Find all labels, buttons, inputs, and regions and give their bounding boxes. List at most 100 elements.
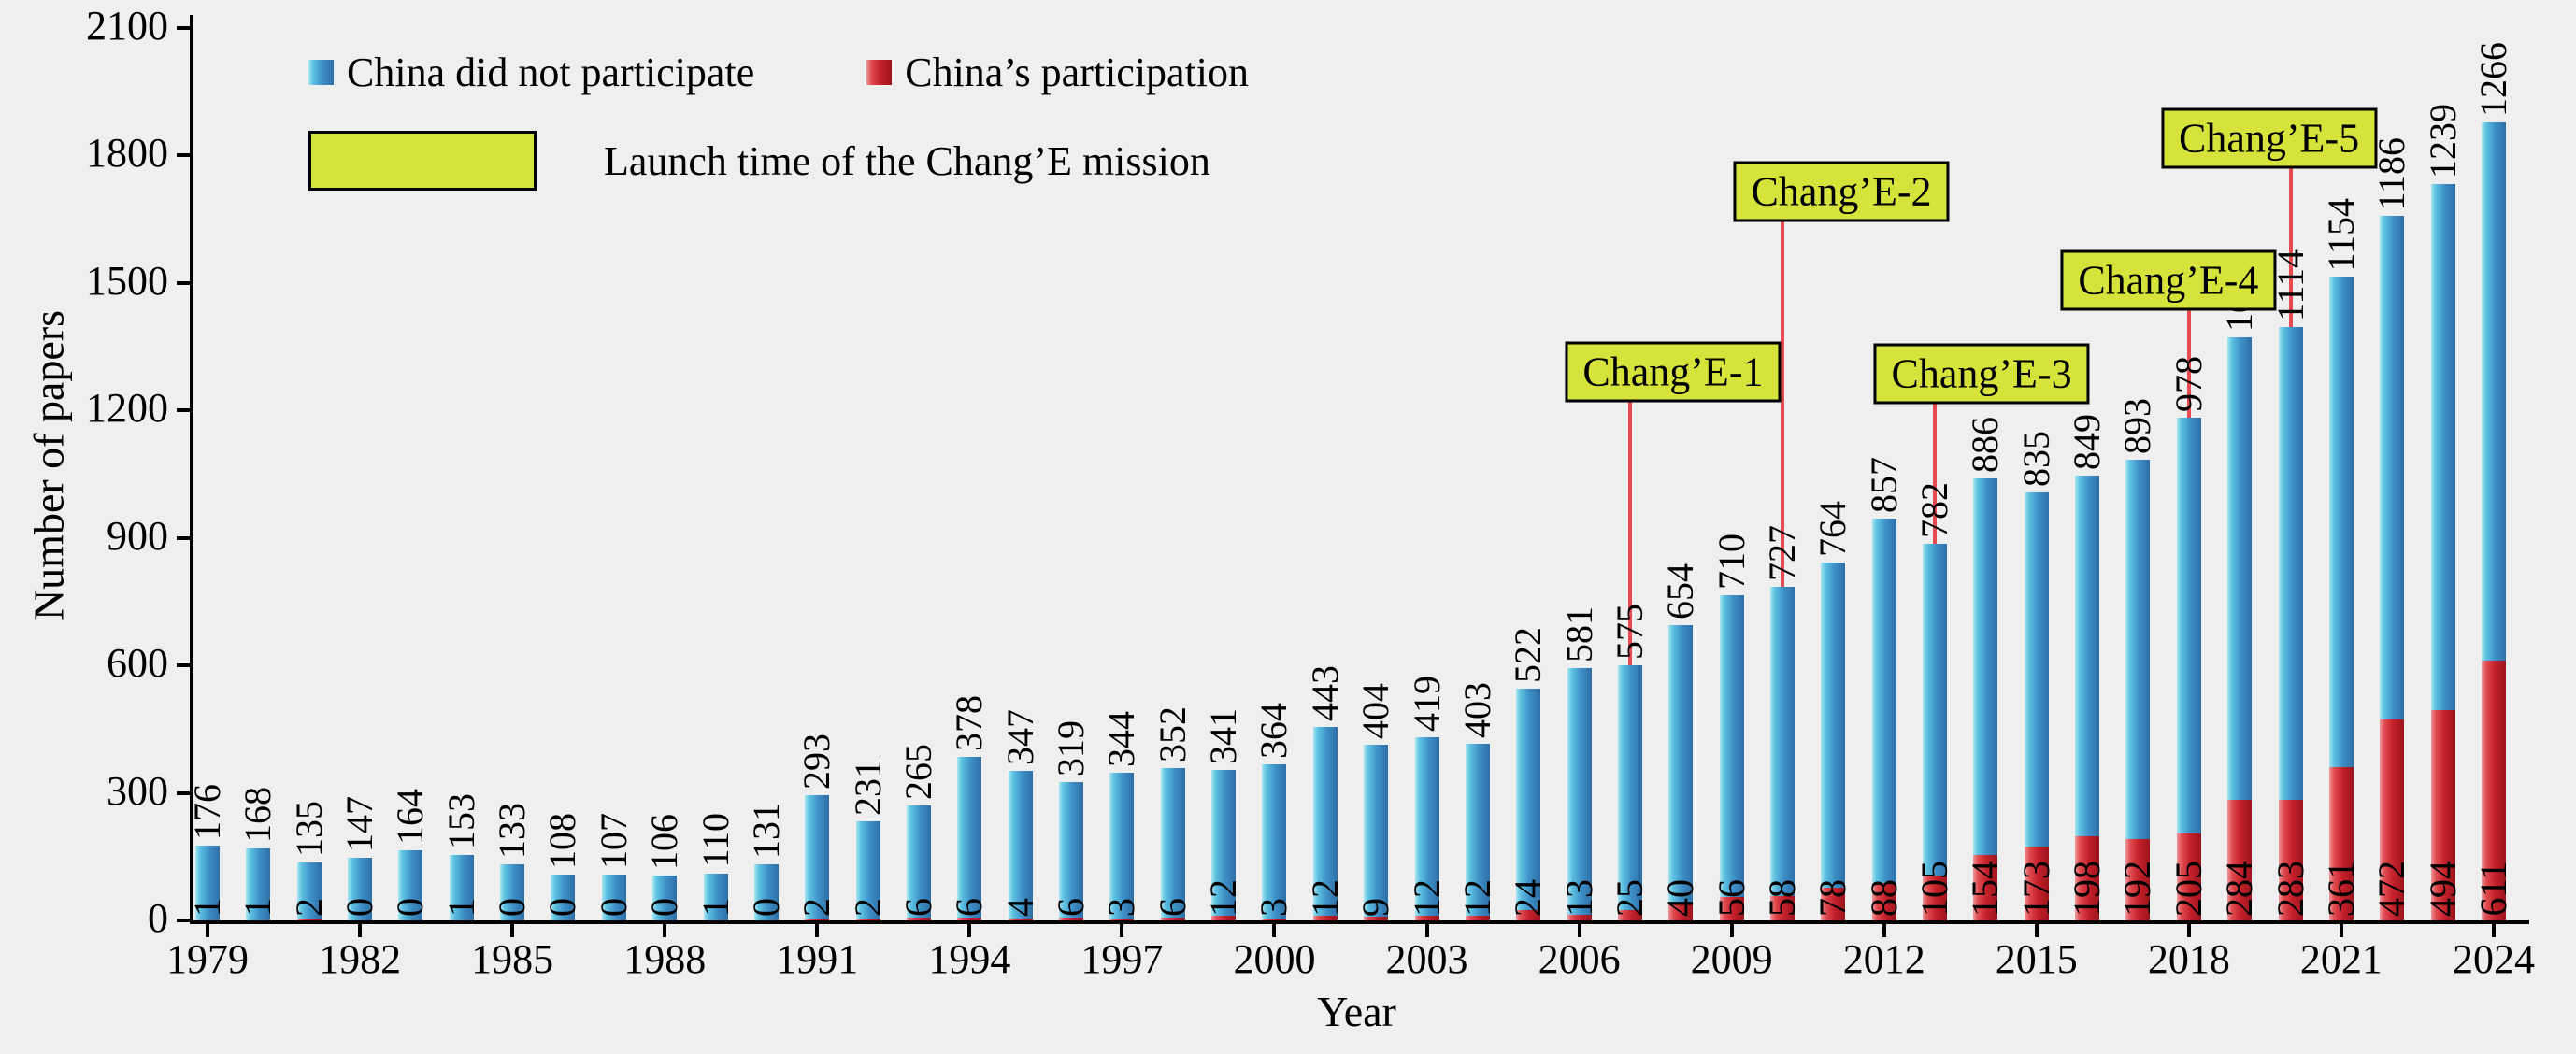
bar-segment-no-participation: [1871, 519, 1896, 883]
bar-participation-label: 611: [2471, 862, 2514, 917]
x-tick-label: 2003: [1385, 936, 1468, 982]
bar-total-label: 344: [1100, 711, 1143, 768]
bar-segment-participation: [1364, 916, 1389, 920]
x-tick-label: 2000: [1233, 936, 1316, 982]
bar-total-label: 727: [1761, 525, 1803, 582]
bar-segment-participation: [1821, 887, 1846, 920]
bar-participation-label: 1: [439, 898, 482, 917]
y-tick: [177, 790, 190, 795]
bar-total-label: 293: [795, 733, 838, 790]
bar-total-label: 403: [1455, 682, 1498, 739]
bar-participation-label: 6: [948, 898, 991, 917]
x-tick-label: 1979: [166, 936, 249, 982]
y-tick-label: 1800: [86, 130, 168, 177]
y-axis-title: Number of papers: [24, 309, 73, 621]
bar-segment-participation: [1414, 915, 1439, 920]
bar-segment-participation: [2328, 766, 2354, 920]
bar-participation-label: 56: [1710, 879, 1753, 917]
bar-segment-no-participation: [2380, 216, 2405, 720]
bar-segment-no-participation: [2430, 183, 2455, 711]
bar-total-label: 419: [1405, 676, 1448, 732]
bar-participation-label: 198: [2066, 861, 2109, 917]
bar-segment-no-participation: [652, 875, 678, 920]
y-tick: [177, 26, 190, 30]
y-tick-label: 900: [107, 512, 168, 559]
bar-participation-label: 2: [846, 898, 889, 917]
bar-segment-no-participation: [703, 873, 728, 920]
legend-swatch-red: [866, 60, 893, 85]
bar-segment-participation: [1312, 915, 1338, 920]
bar-segment-no-participation: [1059, 782, 1084, 919]
y-tick: [177, 535, 190, 540]
bar-segment-participation: [2430, 710, 2455, 920]
bar-segment-no-participation: [1821, 563, 1846, 888]
bar-participation-label: 173: [2014, 861, 2057, 917]
bar-participation-label: 2: [287, 898, 330, 917]
y-tick-label: 0: [148, 895, 168, 941]
bar-segment-participation: [957, 918, 982, 920]
x-tick: [206, 924, 209, 937]
bar-segment-participation: [1871, 882, 1896, 920]
bar-segment-no-participation: [1109, 773, 1135, 919]
bar-total-label: 347: [998, 709, 1041, 766]
bar-segment-no-participation: [551, 874, 576, 920]
bar-total-label: 231: [846, 760, 889, 817]
x-tick: [510, 924, 515, 937]
bar-segment-participation: [1465, 915, 1490, 920]
bar-segment-participation: [1059, 918, 1084, 920]
x-tick-label: 1991: [776, 936, 859, 982]
bar-participation-label: 0: [643, 898, 686, 917]
bar-segment-no-participation: [1516, 688, 1541, 911]
bar-total-label: 581: [1557, 605, 1600, 662]
bar-total-label: 1114: [2268, 249, 2311, 321]
x-tick: [1577, 924, 1581, 937]
bar-segment-no-participation: [1160, 768, 1185, 919]
bar-total-label: 265: [896, 743, 939, 800]
bar-total-label: 341: [1202, 708, 1245, 765]
bar-participation-label: 0: [389, 898, 432, 917]
bar-segment-no-participation: [957, 757, 982, 919]
bar-total-label: 107: [592, 813, 635, 870]
bar-segment-participation: [1109, 919, 1135, 920]
bar-total-label: 1239: [2421, 103, 2464, 178]
mission-launch-line: [1627, 400, 1632, 666]
bar-participation-label: 58: [1761, 879, 1803, 917]
bar-total-label: 133: [491, 802, 534, 859]
bar-participation-label: 78: [1811, 879, 1854, 917]
mission-launch-line: [1933, 402, 1938, 544]
bar-segment-no-participation: [1617, 665, 1642, 910]
bar-participation-label: 154: [1964, 861, 2007, 917]
bar-participation-label: 283: [2268, 861, 2311, 917]
bar-total-label: 710: [1710, 533, 1753, 590]
bar-participation-label: 0: [541, 898, 584, 917]
bar-participation-label: 6: [1151, 898, 1194, 917]
bar-segment-no-participation: [296, 862, 322, 920]
bar-segment-no-participation: [2278, 326, 2303, 801]
bar-participation-label: 13: [1557, 879, 1600, 917]
bar-total-label: 1154: [2319, 197, 2362, 272]
bar-total-label: 404: [1354, 683, 1397, 740]
bar-participation-label: 1: [236, 898, 279, 917]
bar-participation-label: 12: [1405, 879, 1448, 917]
legend-launch-swatch: [308, 131, 537, 191]
bar-segment-participation: [1770, 895, 1795, 920]
bar-segment-no-participation: [601, 875, 626, 920]
bar-participation-label: 24: [1507, 879, 1550, 917]
bar-segment-no-participation: [1414, 737, 1439, 916]
bar-segment-participation: [805, 919, 830, 920]
y-tick-label: 1200: [86, 385, 168, 432]
bar-total-label: 654: [1659, 563, 1702, 620]
legend-launch: Launch time of the Chang’E mission: [308, 131, 1210, 191]
x-tick: [967, 924, 972, 937]
mission-label: Chang’E-1: [1565, 341, 1782, 403]
x-tick-label: 1997: [1080, 936, 1164, 982]
bar-segment-no-participation: [855, 821, 880, 920]
x-tick-label: 1985: [471, 936, 554, 982]
bar-segment-participation: [1923, 876, 1948, 920]
bar-segment-no-participation: [500, 863, 525, 920]
x-tick: [2491, 924, 2496, 937]
x-tick-label: 2006: [1538, 936, 1621, 982]
bar-segment-no-participation: [2227, 336, 2253, 800]
